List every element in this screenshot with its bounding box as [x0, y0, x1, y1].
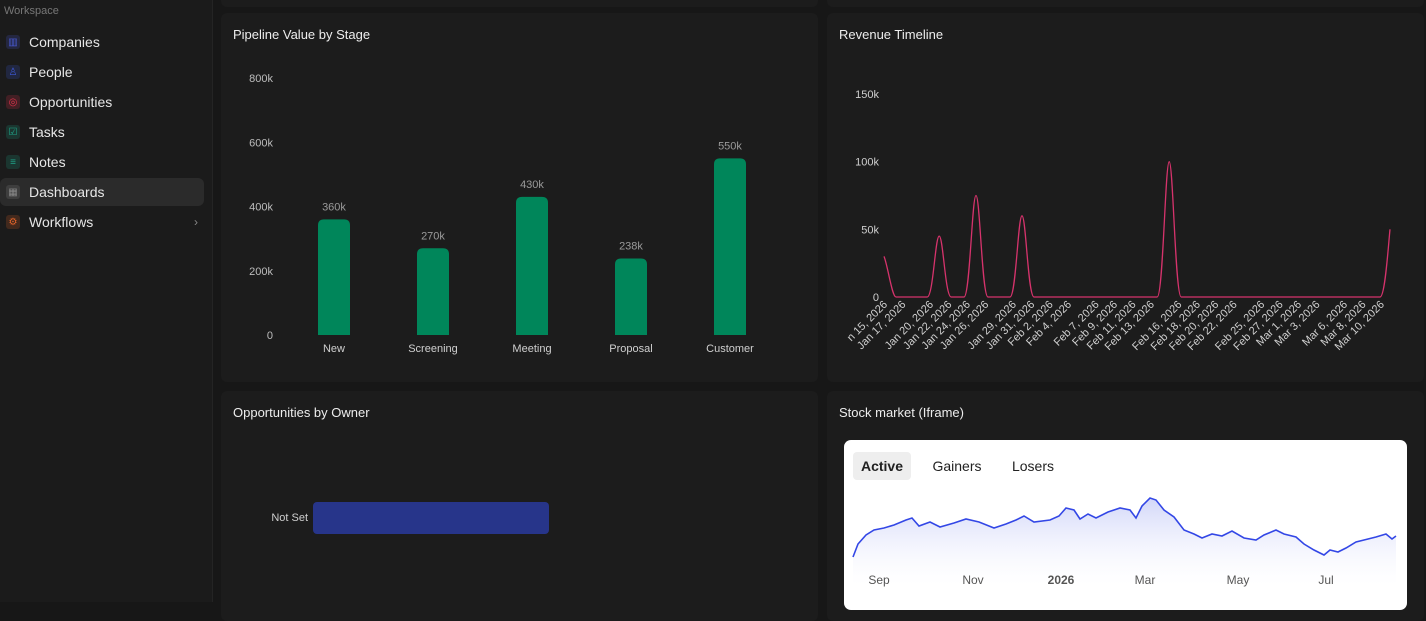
x-tick-label: May	[1227, 573, 1250, 587]
x-tick-label: Customer	[706, 343, 754, 355]
checkbox-icon: ☑	[6, 125, 20, 139]
x-tick-label: Meeting	[512, 343, 551, 355]
series-line	[883, 161, 1391, 298]
target-icon: ◎	[6, 95, 20, 109]
x-tick-label: Mar	[1135, 573, 1156, 587]
sidebar-item-dashboards[interactable]: ▦ Dashboards	[0, 178, 204, 206]
pipeline-widget: Pipeline Value by Stage 0 200k 400k 600k 800…	[221, 13, 818, 382]
x-tick-label: Nov	[962, 573, 983, 587]
bar	[714, 158, 746, 335]
sidebar-item-label: Tasks	[29, 124, 65, 140]
data-label: 550k	[718, 140, 742, 152]
sidebar-item-companies[interactable]: ▥ Companies	[0, 28, 204, 56]
bar	[417, 248, 449, 335]
bar	[615, 258, 647, 335]
sidebar-item-notes[interactable]: ≡ Notes	[0, 148, 204, 176]
building-icon: ▥	[6, 35, 20, 49]
sidebar: Workspace ▥ Companies ♙ People ◎ Opportunitie…	[0, 0, 213, 602]
owner-widget: Opportunities by Owner Not Set	[221, 391, 818, 621]
stock-chart: Sep Nov 2026 Mar May Jul	[852, 497, 1397, 587]
workflow-icon: ⚙	[6, 215, 20, 229]
stock-tab-gainers[interactable]: Gainers	[932, 458, 982, 474]
sidebar-item-workflows[interactable]: ⚙ Workflows ›	[0, 208, 204, 236]
workspace-section-label: Workspace	[4, 5, 59, 17]
area-fill	[853, 498, 1396, 585]
pipeline-chart: 0 200k 400k 600k 800k 360k New 270k Screening 430…	[249, 73, 754, 355]
sidebar-item-label: People	[29, 64, 73, 80]
stock-tab-active[interactable]: Active	[853, 452, 911, 480]
y-tick-label: 100k	[855, 157, 879, 169]
person-icon: ♙	[6, 65, 20, 79]
series-line	[852, 497, 1397, 558]
dashboard-icon: ▦	[6, 185, 20, 199]
x-tick-label: 2026	[1048, 573, 1075, 587]
x-tick-label: Sep	[868, 573, 890, 587]
note-icon: ≡	[6, 155, 20, 169]
data-label: 430k	[520, 179, 544, 191]
stock-tab-losers[interactable]: Losers	[1011, 458, 1055, 474]
y-tick-label: 800k	[249, 73, 273, 85]
data-label: 270k	[421, 230, 445, 242]
y-tick-label: 600k	[249, 137, 273, 149]
y-tick-label: 150k	[855, 89, 879, 101]
widget-title: Revenue Timeline	[839, 27, 944, 42]
sidebar-item-label: Dashboards	[29, 184, 105, 200]
sidebar-item-tasks[interactable]: ☑ Tasks	[0, 118, 204, 146]
sidebar-item-label: Workflows	[29, 214, 94, 230]
revenue-widget: Revenue Timeline 0 50k 100k 150k n 15, 2026 J…	[827, 13, 1424, 382]
stock-iframe[interactable]: Active Gainers Losers Sep Nov 2026 Mar May Ju…	[844, 440, 1407, 610]
x-tick-label: Screening	[408, 343, 458, 355]
x-tick-label: New	[323, 343, 345, 355]
widget-title: Pipeline Value by Stage	[233, 27, 371, 42]
bar	[318, 219, 350, 335]
owner-chart: Not Set	[271, 502, 549, 534]
chevron-right-icon[interactable]: ›	[194, 215, 198, 229]
y-tick-label: Not Set	[271, 512, 308, 524]
sidebar-item-people[interactable]: ♙ People	[0, 58, 204, 86]
bar	[313, 502, 549, 534]
data-label: 238k	[619, 241, 643, 253]
sidebar-item-label: Notes	[29, 154, 66, 170]
x-tick-label: Jul	[1318, 573, 1333, 587]
sidebar-item-label: Companies	[29, 34, 100, 50]
bar	[516, 196, 548, 335]
y-tick-label: 50k	[861, 224, 879, 236]
y-tick-label: 200k	[249, 266, 273, 278]
sidebar-item-opportunities[interactable]: ◎ Opportunities	[0, 88, 204, 116]
top-card-left	[221, 0, 818, 7]
y-tick-label: 400k	[249, 202, 273, 214]
widget-title: Stock market (Iframe)	[839, 405, 964, 420]
y-tick-label: 0	[873, 292, 879, 304]
data-label: 360k	[322, 201, 346, 213]
sidebar-item-label: Opportunities	[29, 94, 113, 110]
top-card-right	[827, 0, 1424, 7]
y-tick-label: 0	[267, 330, 273, 342]
x-tick-label: Proposal	[609, 343, 652, 355]
widget-title: Opportunities by Owner	[233, 405, 370, 420]
